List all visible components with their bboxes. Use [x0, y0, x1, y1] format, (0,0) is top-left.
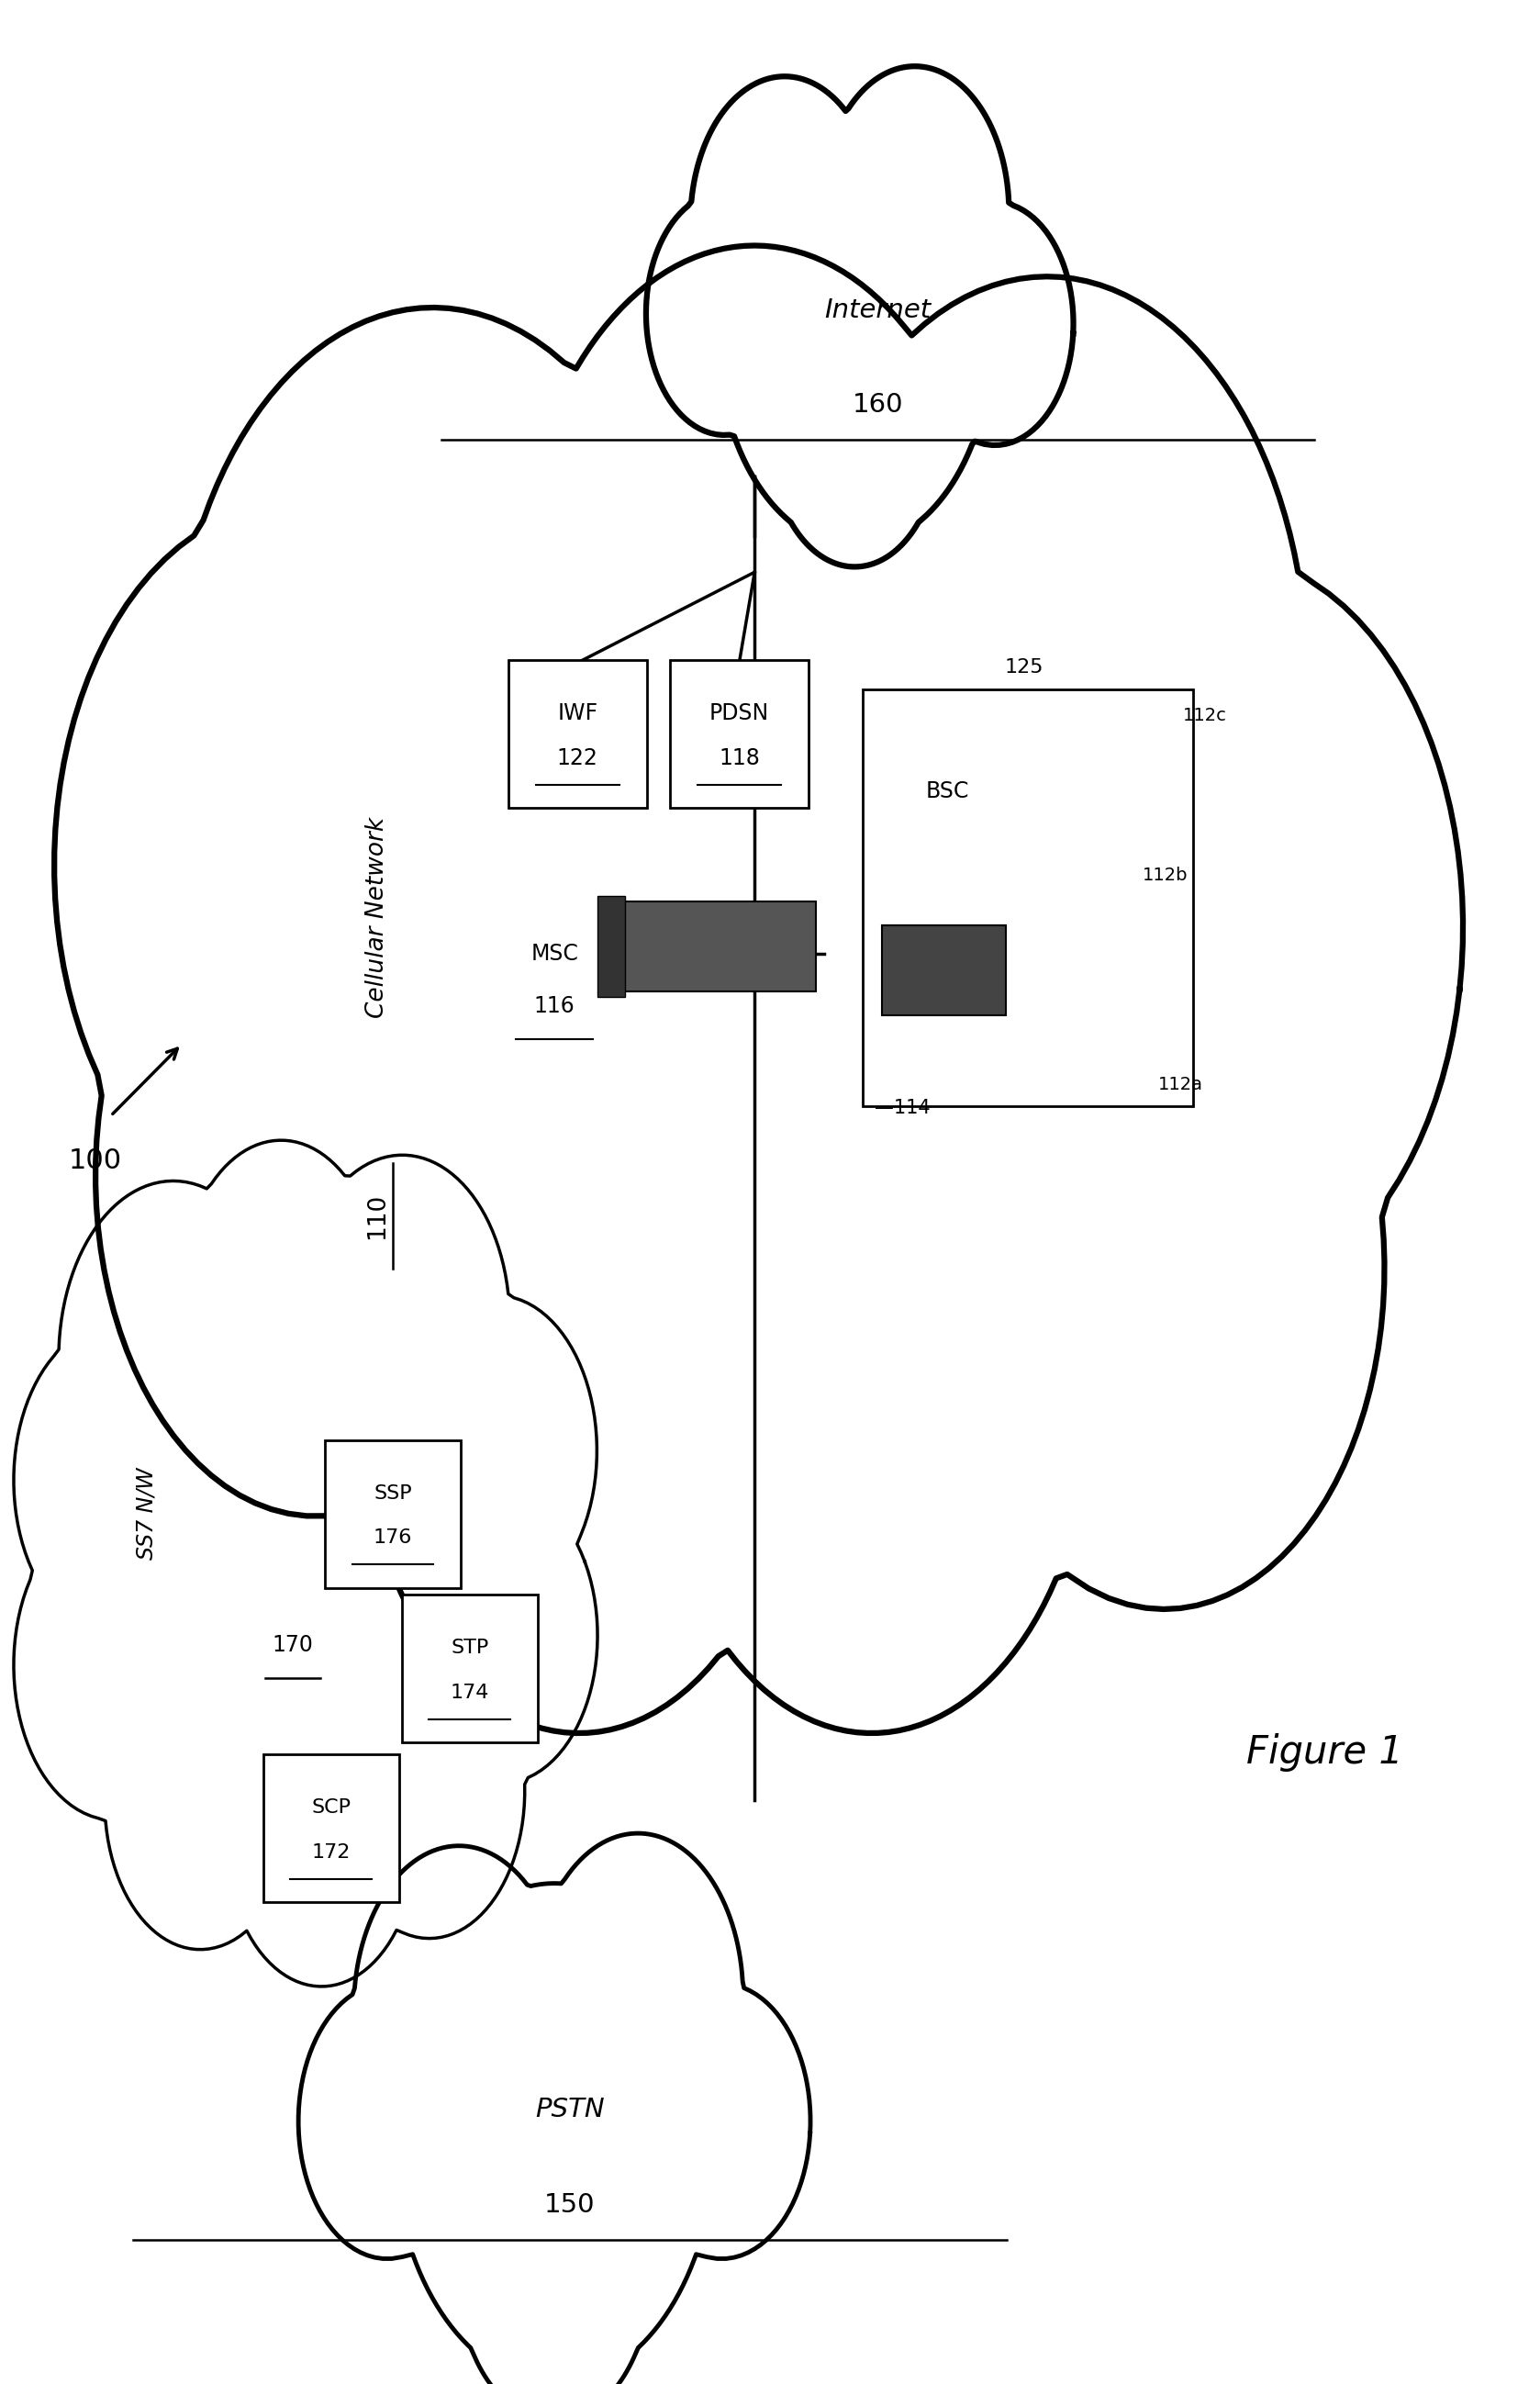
Text: MSC: MSC	[531, 942, 578, 966]
Text: 150: 150	[544, 2193, 596, 2217]
Polygon shape	[299, 1833, 810, 2384]
Text: 112a: 112a	[1158, 1075, 1203, 1094]
Text: 112c: 112c	[1183, 706, 1227, 725]
FancyBboxPatch shape	[263, 1755, 399, 1902]
FancyBboxPatch shape	[616, 901, 816, 992]
Text: 116: 116	[534, 994, 574, 1018]
Text: 125: 125	[1004, 658, 1044, 677]
Text: STP: STP	[451, 1638, 488, 1657]
FancyBboxPatch shape	[402, 1595, 537, 1743]
Text: 110: 110	[365, 1192, 390, 1240]
Text: SS7 N/W: SS7 N/W	[136, 1469, 157, 1559]
Text: 172: 172	[311, 1843, 351, 1862]
Text: 170: 170	[273, 1633, 313, 1657]
Polygon shape	[54, 246, 1463, 1733]
FancyBboxPatch shape	[508, 660, 647, 808]
Text: 112b: 112b	[1143, 865, 1187, 884]
Text: —114: —114	[875, 1099, 930, 1118]
Text: 174: 174	[450, 1683, 490, 1702]
FancyBboxPatch shape	[670, 660, 808, 808]
Text: SSP: SSP	[374, 1483, 411, 1502]
FancyBboxPatch shape	[862, 689, 1194, 1106]
Text: PSTN: PSTN	[534, 2098, 605, 2122]
Text: 122: 122	[557, 746, 598, 770]
Text: BSC: BSC	[926, 780, 969, 803]
FancyBboxPatch shape	[325, 1440, 460, 1588]
Text: 160: 160	[852, 393, 904, 417]
Text: PDSN: PDSN	[710, 703, 768, 725]
FancyBboxPatch shape	[598, 896, 625, 997]
Text: SCP: SCP	[311, 1798, 351, 1817]
Text: Cellular Network: Cellular Network	[365, 818, 390, 1018]
Text: 100: 100	[69, 1147, 122, 1175]
Text: Figure 1: Figure 1	[1246, 1733, 1403, 1771]
Text: 176: 176	[373, 1528, 413, 1547]
Text: 118: 118	[719, 746, 759, 770]
FancyBboxPatch shape	[882, 925, 1006, 1016]
Polygon shape	[14, 1140, 598, 1986]
Text: IWF: IWF	[557, 703, 598, 725]
Polygon shape	[647, 67, 1073, 567]
Text: Internet: Internet	[824, 298, 932, 322]
